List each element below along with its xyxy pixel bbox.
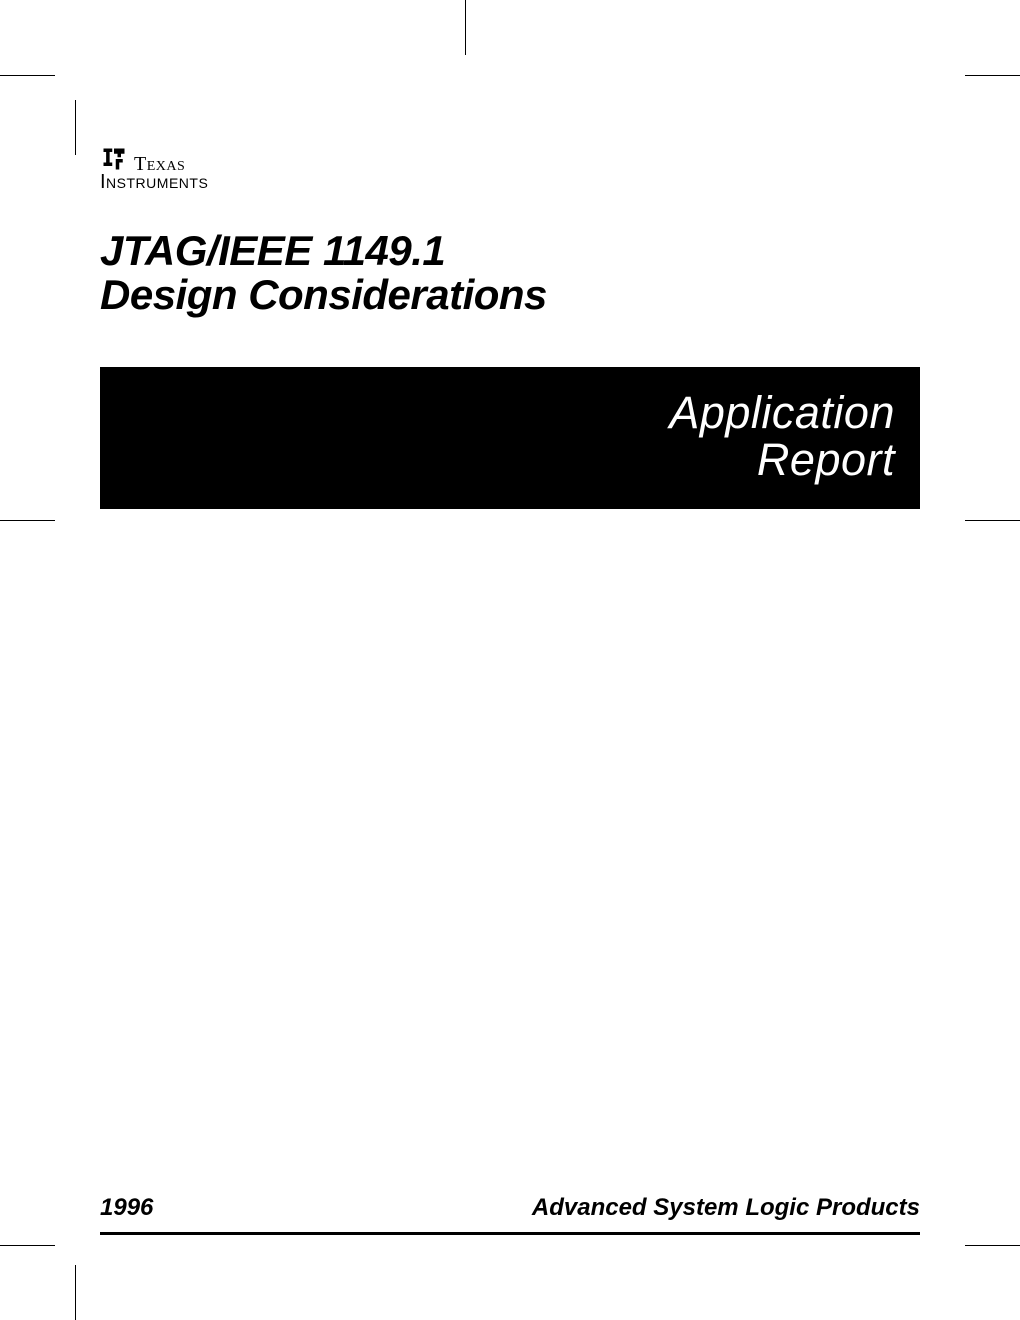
crop-mark (0, 75, 55, 76)
document-title: JTAG/IEEE 1149.1 Design Considerations (100, 229, 920, 317)
crop-mark (75, 1265, 76, 1320)
banner-line2: Report (125, 436, 895, 483)
logo-text-line2: Instruments (100, 171, 920, 194)
crop-mark (0, 520, 55, 521)
crop-mark (75, 100, 76, 155)
year: 1996 (100, 1194, 153, 1222)
title-line1: JTAG/IEEE 1149.1 (100, 229, 920, 273)
crop-mark (465, 0, 466, 55)
title-line2: Design Considerations (100, 273, 920, 317)
ti-logo: Texas Instruments (100, 145, 920, 194)
cover-footer: 1996 Advanced System Logic Products (100, 1194, 920, 1235)
crop-mark (965, 520, 1020, 521)
crop-mark (0, 1245, 55, 1246)
footer-rule (100, 1232, 920, 1235)
crop-mark (965, 75, 1020, 76)
ti-emblem-icon (100, 145, 128, 173)
cover-content: Texas Instruments JTAG/IEEE 1149.1 Desig… (100, 145, 920, 509)
banner-line1: Application (125, 389, 895, 436)
product-line: Advanced System Logic Products (532, 1194, 920, 1222)
crop-mark (965, 1245, 1020, 1246)
document-type-banner: Application Report (100, 367, 920, 509)
